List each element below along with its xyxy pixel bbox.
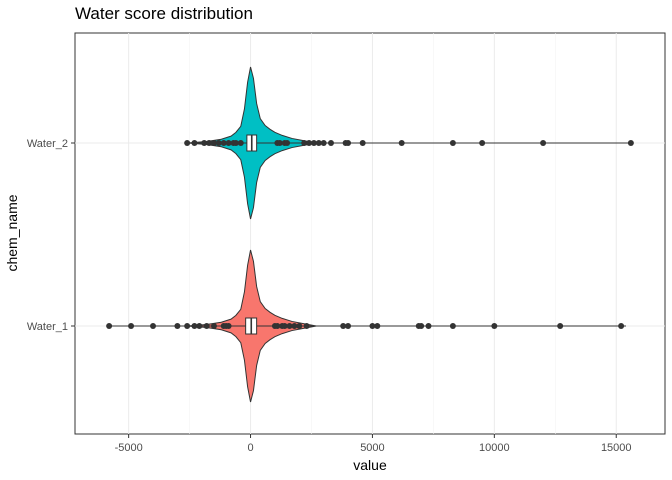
outlier-point bbox=[340, 323, 347, 329]
violin-group-water_2 bbox=[184, 66, 634, 220]
outlier-point bbox=[301, 140, 308, 146]
chart-title: Water score distribution bbox=[75, 4, 253, 23]
outlier-point bbox=[398, 140, 405, 146]
outlier-point bbox=[203, 323, 210, 329]
outlier-point bbox=[627, 140, 634, 146]
x-axis: -5000 0 5000 10000 15000 bbox=[115, 434, 632, 454]
outlier-point bbox=[210, 323, 217, 329]
outlier-point bbox=[296, 323, 303, 329]
outlier-point bbox=[276, 140, 283, 146]
outlier-point bbox=[191, 140, 198, 146]
outlier-point bbox=[374, 323, 381, 329]
outlier-point bbox=[449, 323, 456, 329]
x-tick-label: 10000 bbox=[479, 442, 510, 454]
outlier-point bbox=[359, 140, 366, 146]
outlier-point bbox=[306, 140, 313, 146]
outlier-point bbox=[491, 323, 498, 329]
outlier-point bbox=[315, 140, 322, 146]
x-tick-label: -5000 bbox=[115, 442, 143, 454]
outlier-point bbox=[210, 140, 217, 146]
outlier-point bbox=[618, 323, 625, 329]
outlier-point bbox=[557, 323, 564, 329]
outlier-point bbox=[369, 323, 376, 329]
outlier-point bbox=[291, 323, 298, 329]
outlier-point bbox=[540, 140, 547, 146]
outlier-point bbox=[106, 323, 113, 329]
outlier-point bbox=[237, 140, 244, 146]
outlier-point bbox=[320, 140, 327, 146]
x-tick-label: 5000 bbox=[360, 442, 384, 454]
outlier-point bbox=[449, 140, 456, 146]
outlier-point bbox=[274, 323, 281, 329]
outlier-point bbox=[220, 140, 227, 146]
outlier-point bbox=[286, 323, 293, 329]
outlier-point bbox=[128, 323, 135, 329]
outlier-point bbox=[196, 323, 203, 329]
outlier-point bbox=[215, 140, 222, 146]
outlier-point bbox=[225, 140, 232, 146]
outlier-point bbox=[174, 323, 181, 329]
outlier-point bbox=[425, 323, 432, 329]
y-axis-title: chem_name bbox=[4, 194, 20, 271]
outlier-point bbox=[184, 323, 191, 329]
outlier-point bbox=[345, 323, 352, 329]
outlier-point bbox=[184, 140, 191, 146]
outlier-point bbox=[201, 140, 208, 146]
outlier-point bbox=[284, 140, 291, 146]
violins bbox=[106, 66, 634, 403]
outlier-point bbox=[232, 140, 239, 146]
outlier-point bbox=[327, 140, 334, 146]
outlier-point bbox=[225, 323, 232, 329]
outlier-point bbox=[418, 323, 425, 329]
outlier-point bbox=[191, 323, 198, 329]
outlier-point bbox=[206, 140, 213, 146]
plot-panel bbox=[74, 32, 666, 435]
x-tick-label: 0 bbox=[247, 442, 253, 454]
outlier-point bbox=[150, 323, 157, 329]
x-axis-title: value bbox=[353, 457, 387, 473]
violin-group-water_1 bbox=[106, 249, 626, 403]
outlier-point bbox=[479, 140, 486, 146]
outlier-point bbox=[303, 323, 310, 329]
y-tick-label: Water_1 bbox=[27, 321, 68, 333]
outlier-point bbox=[281, 323, 288, 329]
x-tick-label: 15000 bbox=[601, 442, 632, 454]
outlier-point bbox=[310, 140, 317, 146]
outlier-point bbox=[345, 140, 352, 146]
y-axis: Water_1 Water_2 bbox=[27, 138, 75, 333]
y-tick-label: Water_2 bbox=[27, 138, 68, 150]
